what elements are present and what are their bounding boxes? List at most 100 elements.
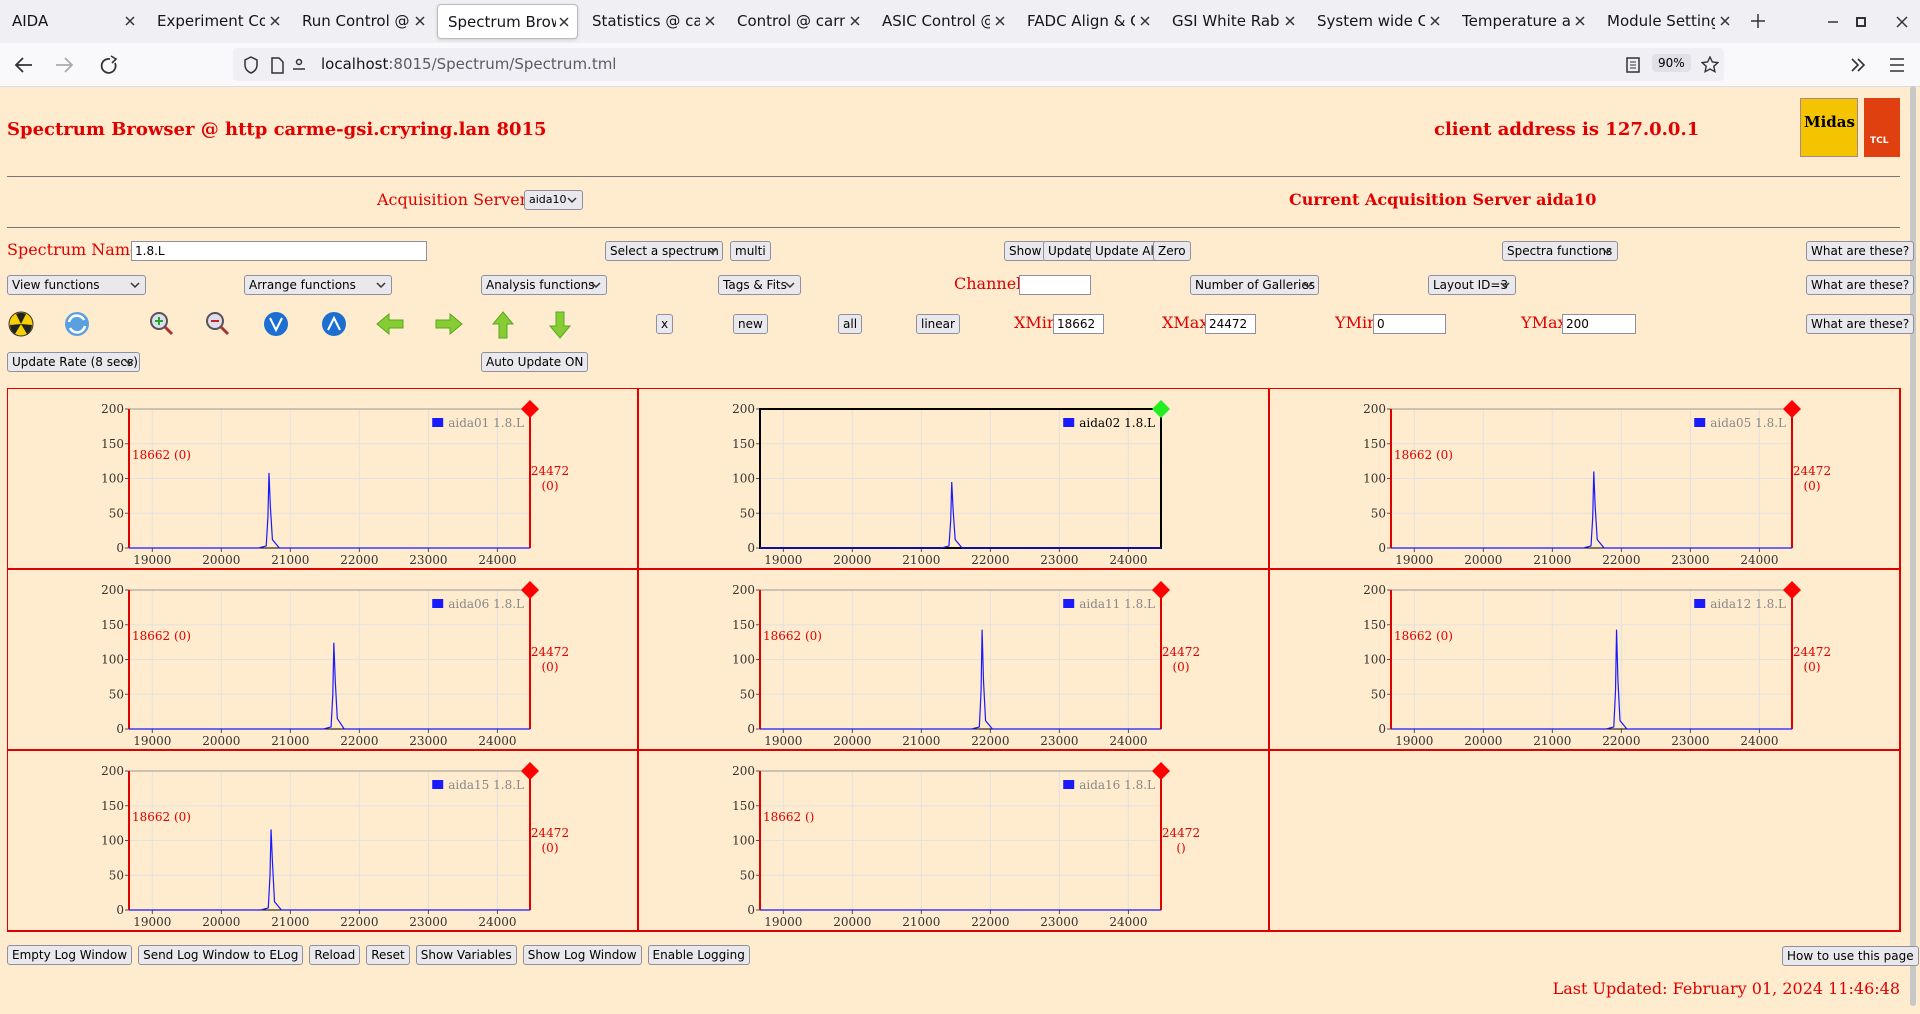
nav-buttons[interactable]: [14, 54, 124, 76]
how-to-button[interactable]: How to use this page: [1782, 946, 1919, 966]
x-tick-label: 22000: [971, 553, 1009, 567]
new-button[interactable]: new: [733, 314, 768, 334]
acq-label: Acquisition Servers: [377, 190, 536, 209]
footer-button[interactable]: Reload: [309, 945, 361, 965]
client-address: client address is 127.0.0.1: [1434, 119, 1700, 140]
url-field[interactable]: localhost:8015/Spectrum/Spectrum.tml 90%: [233, 48, 1724, 81]
tab-close[interactable]: [1720, 16, 1730, 26]
tab[interactable]: ASIC Control @ c: [872, 4, 1013, 39]
menu-icons[interactable]: [1850, 56, 1910, 74]
acq-select[interactable]: aida10: [524, 190, 583, 210]
xmax-count: (): [1176, 841, 1185, 855]
bookmark-star[interactable]: [1701, 56, 1719, 74]
select-spectrum[interactable]: Select a spectrum: [605, 241, 723, 261]
tab-title: ASIC Control @ c: [882, 12, 990, 30]
zero-button[interactable]: Zero: [1153, 241, 1191, 261]
tab-title: Temperature and: [1462, 12, 1570, 30]
tab[interactable]: Spectrum Brows: [437, 4, 578, 39]
linear-button[interactable]: linear: [916, 314, 960, 334]
y-tick-label: 50: [740, 506, 755, 520]
spectrum-panel: 0 50 100 150 200 19000 20000 21000 22000 23000 240…: [7, 750, 638, 931]
xmin-input[interactable]: 18662: [1053, 314, 1104, 334]
xmax-input[interactable]: 24472: [1205, 314, 1256, 334]
footer-button[interactable]: Empty Log Window: [7, 945, 133, 965]
tab-close[interactable]: [415, 16, 425, 26]
tab[interactable]: Statistics @ carm: [582, 4, 723, 39]
y-tick-label: 100: [732, 653, 755, 667]
x-button[interactable]: x: [656, 314, 674, 334]
spectrum-name-input[interactable]: 1.8.L: [131, 241, 427, 261]
zoom-badge[interactable]: 90%: [1652, 54, 1691, 72]
update-button[interactable]: Update: [1043, 241, 1097, 261]
footer-button[interactable]: Show Log Window: [522, 945, 642, 965]
legend-swatch: [1063, 418, 1075, 427]
tab[interactable]: Experiment Cont: [147, 4, 288, 39]
tab[interactable]: Control @ carme: [727, 4, 868, 39]
multi-button[interactable]: multi: [730, 241, 771, 261]
close-icon: [1430, 16, 1440, 26]
galleries-select[interactable]: Number of Galleries: [1190, 275, 1319, 295]
help-button[interactable]: What are these?: [1806, 275, 1915, 295]
tab-close[interactable]: [1140, 16, 1150, 26]
tab-close[interactable]: [850, 16, 860, 26]
all-button[interactable]: all: [838, 314, 863, 334]
x-tick-label: 19000: [764, 734, 802, 748]
update-rate[interactable]: Update Rate (8 secs): [7, 352, 140, 372]
arrange-functions[interactable]: Arrange functions: [244, 275, 392, 295]
y-tick-label: 100: [101, 834, 124, 848]
y-tick-label: 50: [740, 687, 755, 701]
xmax-count: (0): [1173, 660, 1190, 674]
scrollbar[interactable]: [1910, 86, 1916, 1006]
tab[interactable]: Module Settings: [1597, 4, 1738, 39]
tags-fits[interactable]: Tags & Fits: [718, 275, 801, 295]
tab-close[interactable]: [1430, 16, 1440, 26]
update-all-button[interactable]: Update All: [1090, 241, 1163, 261]
tab-close[interactable]: [1285, 16, 1295, 26]
footer-button[interactable]: Send Log Window to ELog: [138, 945, 304, 965]
analysis-functions[interactable]: Analysis functions: [481, 275, 607, 295]
spectrum-line: [760, 481, 1161, 549]
footer-button[interactable]: Show Variables: [415, 945, 517, 965]
tab[interactable]: Temperature and: [1452, 4, 1593, 39]
tab-close[interactable]: [125, 16, 135, 26]
ymin-input[interactable]: 0: [1373, 314, 1446, 334]
tab-close[interactable]: [995, 16, 1005, 26]
footer-button[interactable]: Reset: [366, 945, 410, 965]
reader-icon[interactable]: [1625, 57, 1641, 73]
xmax-label: XMax: [1162, 313, 1209, 332]
auto-update-button[interactable]: Auto Update ON: [481, 352, 589, 372]
tab[interactable]: FADC Align & Co: [1017, 4, 1158, 39]
spectra-functions[interactable]: Spectra functions: [1502, 241, 1618, 261]
help-button[interactable]: What are these?: [1806, 241, 1915, 261]
show-button[interactable]: Show: [1004, 241, 1047, 261]
x-tick-label: 20000: [202, 553, 240, 567]
status-marker: [1152, 581, 1170, 599]
channel-input[interactable]: [1019, 275, 1091, 295]
tab[interactable]: GSI White Rabbit: [1162, 4, 1303, 39]
new-tab[interactable]: [1750, 13, 1766, 29]
footer-button[interactable]: Enable Logging: [647, 945, 750, 965]
ymax-input[interactable]: 200: [1562, 314, 1636, 334]
tab[interactable]: AIDA: [2, 4, 143, 39]
spectrum-grid: 0 50 100 150 200 19000 20000 21000 22000 23000 240…: [7, 388, 1901, 932]
tab-close[interactable]: [1575, 16, 1585, 26]
xmax-value: 24472: [1793, 464, 1831, 478]
select-arrow: [785, 282, 795, 289]
select-arrow: [124, 359, 134, 366]
tab[interactable]: System wide Che: [1307, 4, 1448, 39]
tab-close[interactable]: [270, 16, 280, 26]
tab[interactable]: Run Control @ c: [292, 4, 433, 39]
help-button[interactable]: What are these?: [1806, 314, 1915, 334]
spectrum-chart: 0 50 100 150 200 19000 20000 21000 22000 23000 240…: [101, 581, 569, 748]
x-tick-label: 23000: [1671, 553, 1709, 567]
tab-close[interactable]: [705, 16, 715, 26]
x-tick-label: 23000: [1040, 734, 1078, 748]
tool-icons[interactable]: [7, 310, 587, 340]
layout-select[interactable]: Layout ID=3: [1428, 275, 1516, 295]
x-tick-label: 21000: [1533, 734, 1571, 748]
tab-bar: AIDA Experiment Cont Run Control @ c Spectr…: [0, 0, 1920, 43]
tab-close[interactable]: [559, 17, 569, 27]
x-tick-label: 21000: [902, 734, 940, 748]
view-functions[interactable]: View functions: [7, 275, 146, 295]
window-controls[interactable]: [1826, 14, 1916, 30]
